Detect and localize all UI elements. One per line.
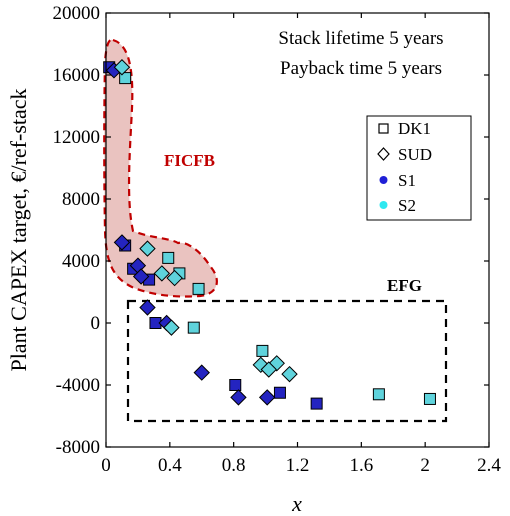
legend-marker-sud [377, 147, 390, 161]
data-point-diamond [268, 355, 285, 372]
point-layer [103, 59, 436, 410]
x-tick-label: 2 [420, 455, 430, 476]
region-layer [103, 38, 448, 423]
data-point-diamond [230, 389, 247, 406]
data-point-square [310, 397, 323, 410]
data-point-square [423, 392, 436, 405]
x-tick-label: 1.2 [286, 455, 310, 476]
region-label-ficfb: FICFB [164, 151, 215, 170]
data-point-square [162, 251, 175, 264]
y-tick-label: 0 [91, 313, 101, 334]
y-tick-label: 8000 [62, 189, 100, 210]
tick-layer: 0 0.4 0.8 1.2 1.6 2 2.4 -8000 -4000 0 4000 8000 1200… [53, 3, 502, 476]
annotation-payback-time: Payback time 5 years [280, 58, 442, 79]
data-point-diamond [252, 356, 270, 374]
data-point-diamond [260, 361, 277, 378]
x-tick-label: 1.6 [349, 455, 373, 476]
ficfb-region [103, 38, 218, 298]
data-point-square [372, 388, 385, 401]
y-axis-label: Plant CAPEX target, €/ref-stack [6, 88, 31, 371]
data-point-square [192, 282, 205, 295]
data-point-diamond [153, 265, 171, 282]
data-point-square [229, 379, 242, 391]
data-point-diamond [113, 234, 131, 251]
x-axis-label: x [291, 491, 302, 516]
legend-label-dk1: DK1 [398, 119, 431, 138]
legend-label-s1: S1 [398, 171, 416, 190]
data-point-diamond [139, 240, 156, 257]
annotation-stack-lifetime: Stack lifetime 5 years [278, 28, 443, 49]
x-tick-label: 0 [101, 455, 111, 476]
y-tick-label: 16000 [53, 65, 101, 86]
data-point-square [256, 344, 269, 357]
x-tick-label: 0.4 [158, 455, 182, 476]
data-point-diamond [132, 268, 150, 285]
legend: DK1 SUD S1 S2 [366, 115, 472, 221]
legend-label-sud: SUD [398, 145, 432, 164]
data-point-diamond [166, 269, 183, 287]
y-tick-label: -4000 [56, 375, 100, 396]
data-point-diamond [113, 59, 131, 76]
data-point-square [187, 321, 200, 334]
data-point-diamond [193, 364, 210, 381]
legend-marker-s1 [379, 176, 388, 184]
legend-marker-s2 [379, 201, 388, 209]
y-tick-label: 4000 [62, 251, 100, 272]
data-point-diamond [281, 365, 298, 383]
legend-label-s2: S2 [398, 196, 416, 215]
data-point-diamond [163, 319, 180, 336]
x-tick-label: 0.8 [222, 455, 246, 476]
data-point-diamond [258, 389, 276, 406]
data-point-diamond [139, 299, 156, 316]
region-label-efg: EFG [387, 276, 422, 295]
legend-marker-dk1 [378, 123, 389, 134]
y-tick-label: 20000 [53, 3, 101, 24]
y-tick-label: -8000 [56, 437, 100, 458]
x-tick-label: 2.4 [477, 455, 501, 476]
data-point-square [119, 72, 132, 85]
data-point-square [273, 386, 286, 399]
y-tick-label: 12000 [53, 127, 101, 148]
efg-region [126, 299, 448, 423]
